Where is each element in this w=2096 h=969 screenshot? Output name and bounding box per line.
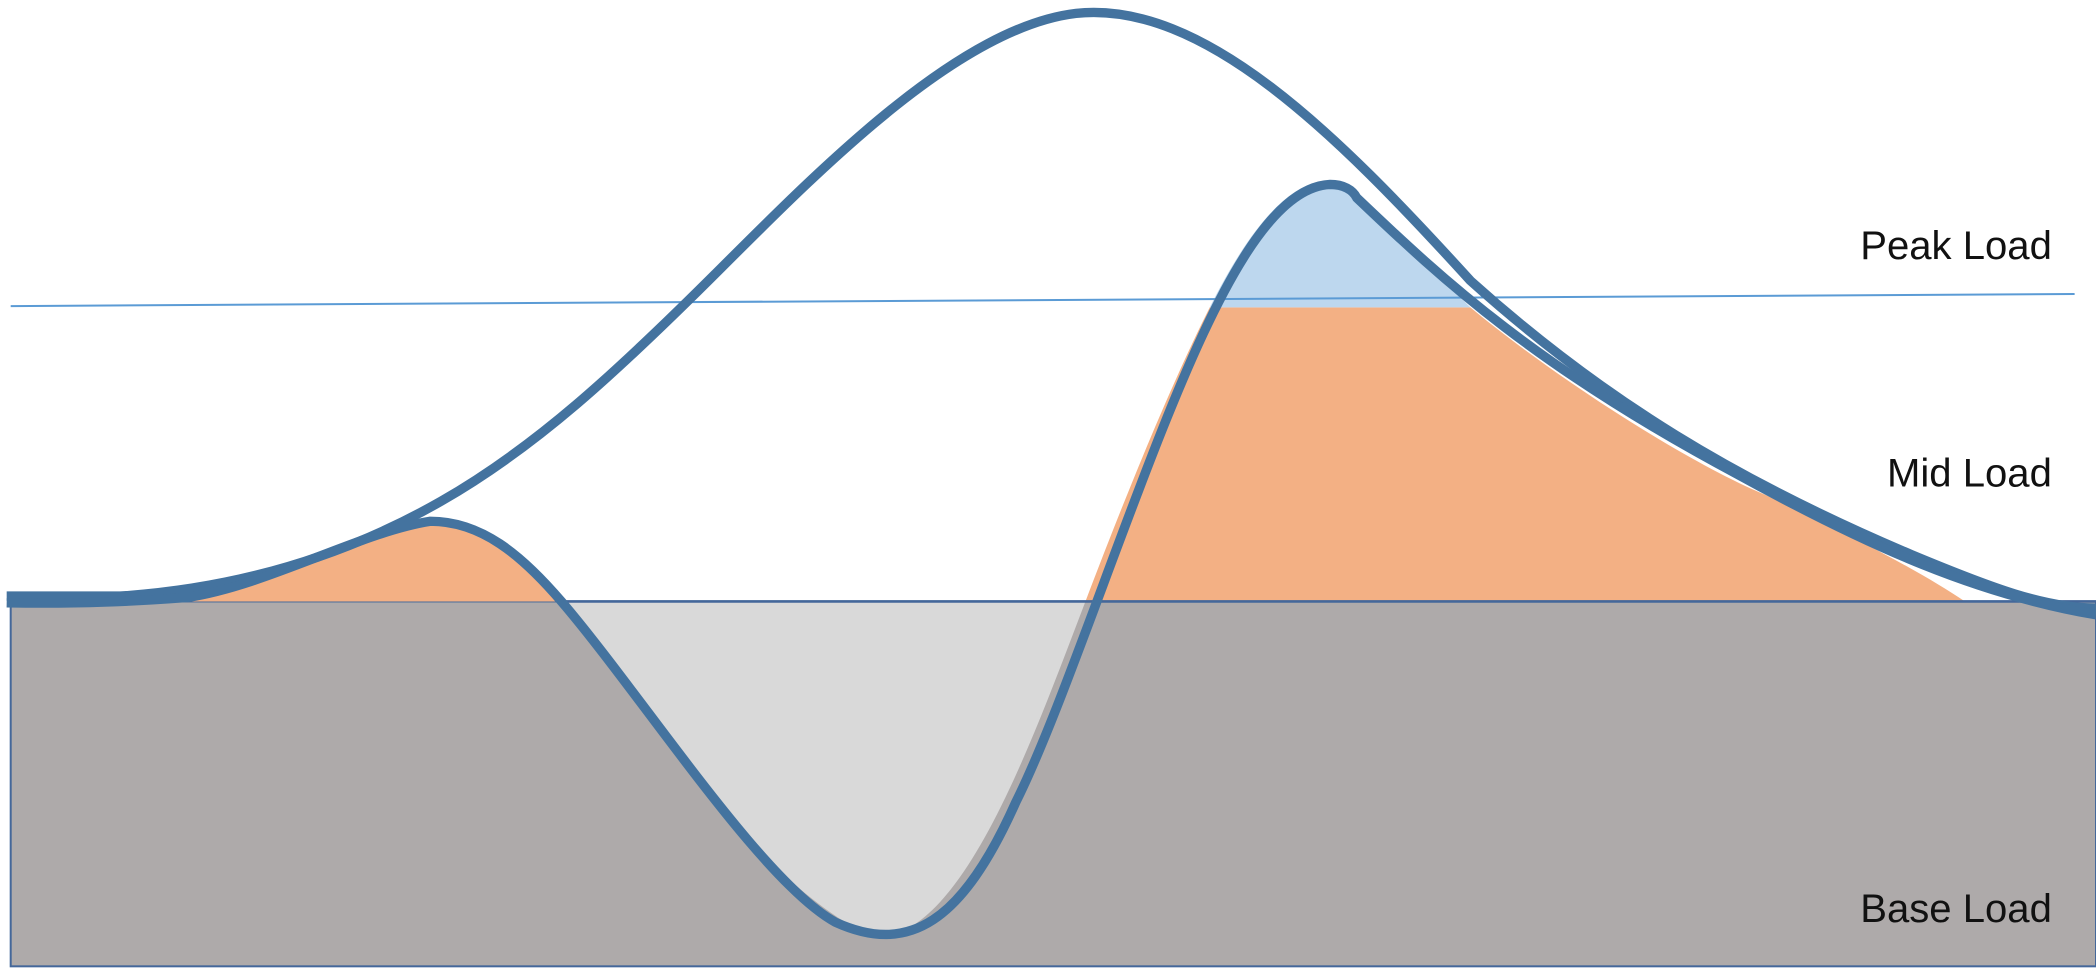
mid-load-area-right xyxy=(1085,307,1965,602)
peak-threshold-line xyxy=(10,293,2075,308)
mid-load-label: Mid Load xyxy=(1887,451,2052,495)
peak-load-label: Peak Load xyxy=(1860,224,2052,268)
mid-load-area-left xyxy=(187,521,562,602)
base-deficit-area xyxy=(561,601,1086,939)
demand-curve-2 xyxy=(6,179,2096,940)
base-load-label: Base Load xyxy=(1860,887,2052,931)
